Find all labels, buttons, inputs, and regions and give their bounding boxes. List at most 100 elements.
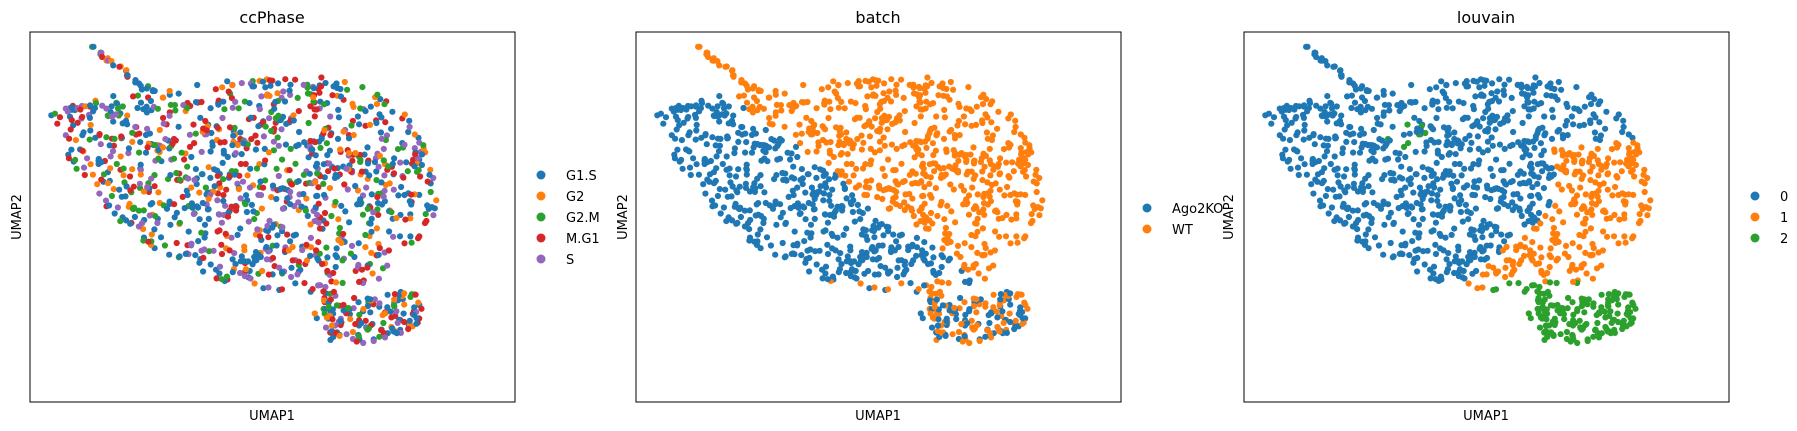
data-point <box>265 284 272 291</box>
data-point <box>958 182 965 190</box>
data-point <box>932 160 939 167</box>
data-point <box>136 130 143 137</box>
data-point <box>274 232 281 239</box>
data-point <box>1629 299 1636 306</box>
data-point <box>901 258 909 265</box>
data-point <box>375 251 382 258</box>
data-point <box>388 314 395 321</box>
data-point <box>913 234 921 241</box>
data-point <box>1521 221 1528 228</box>
data-point <box>824 219 832 226</box>
data-point <box>98 176 105 183</box>
data-point <box>129 166 136 173</box>
data-point <box>865 267 872 275</box>
data-point <box>1513 247 1520 254</box>
data-point <box>847 273 855 280</box>
data-point <box>982 333 989 340</box>
data-point <box>857 280 864 287</box>
data-point <box>140 237 147 244</box>
data-point <box>898 160 905 167</box>
data-point <box>788 250 795 257</box>
data-point <box>1580 172 1587 179</box>
data-point <box>77 106 84 113</box>
data-point <box>687 171 694 179</box>
data-point <box>96 131 103 138</box>
data-point <box>1566 182 1573 190</box>
data-point <box>1622 191 1629 198</box>
data-point <box>376 300 383 307</box>
data-point <box>1390 253 1397 260</box>
data-point <box>378 135 385 142</box>
data-point <box>1551 85 1558 93</box>
data-point <box>901 178 908 185</box>
data-point <box>269 254 277 262</box>
data-point <box>135 207 142 214</box>
data-point <box>199 171 206 178</box>
data-point <box>252 249 260 256</box>
data-point <box>381 334 389 341</box>
data-point <box>753 201 760 208</box>
data-point <box>1473 78 1480 85</box>
data-point <box>96 190 103 197</box>
data-point <box>1509 178 1516 185</box>
data-point <box>166 112 173 119</box>
data-point <box>958 150 965 157</box>
data-point <box>228 234 235 241</box>
data-point <box>893 81 900 88</box>
data-point <box>792 143 800 150</box>
data-point <box>857 216 864 223</box>
data-point <box>354 201 361 208</box>
data-point <box>679 165 686 172</box>
data-point <box>380 157 387 164</box>
data-point <box>879 195 886 203</box>
data-point <box>380 193 387 200</box>
data-point <box>940 173 947 180</box>
data-point <box>875 254 883 262</box>
data-point <box>247 165 254 172</box>
data-point <box>176 176 183 183</box>
data-point <box>1588 194 1595 201</box>
data-point <box>205 215 212 222</box>
data-point <box>129 129 136 136</box>
data-point <box>159 144 167 151</box>
data-point <box>299 247 306 254</box>
data-point <box>390 328 397 335</box>
data-point <box>1402 184 1409 191</box>
data-point <box>871 271 879 278</box>
data-point <box>209 142 216 149</box>
data-point <box>315 184 322 191</box>
data-point <box>876 138 884 145</box>
data-point <box>136 180 143 187</box>
data-point <box>1632 305 1639 312</box>
data-point <box>1549 114 1556 121</box>
data-point <box>1007 141 1014 148</box>
data-point <box>1288 119 1295 126</box>
data-point <box>1484 147 1491 154</box>
data-point <box>1602 314 1609 321</box>
data-point <box>72 137 79 144</box>
data-point <box>1541 296 1548 303</box>
data-point <box>340 307 347 314</box>
data-point <box>970 295 977 302</box>
data-point <box>345 304 352 312</box>
data-point <box>1360 212 1367 219</box>
data-point <box>200 268 207 275</box>
data-point <box>345 150 353 157</box>
data-point <box>1385 102 1392 109</box>
data-point <box>129 138 136 145</box>
data-point <box>390 186 397 193</box>
legend-marker <box>536 254 546 264</box>
data-point <box>1321 165 1328 172</box>
data-point <box>1617 159 1624 166</box>
data-point <box>700 181 707 188</box>
data-point <box>678 156 685 163</box>
data-point <box>973 220 980 227</box>
data-point <box>1357 109 1364 116</box>
data-point <box>1585 159 1592 166</box>
data-point <box>1641 188 1648 196</box>
data-point <box>1000 319 1007 326</box>
data-point <box>879 242 886 249</box>
data-point <box>962 311 969 318</box>
data-point <box>160 120 167 127</box>
data-point <box>312 179 319 186</box>
